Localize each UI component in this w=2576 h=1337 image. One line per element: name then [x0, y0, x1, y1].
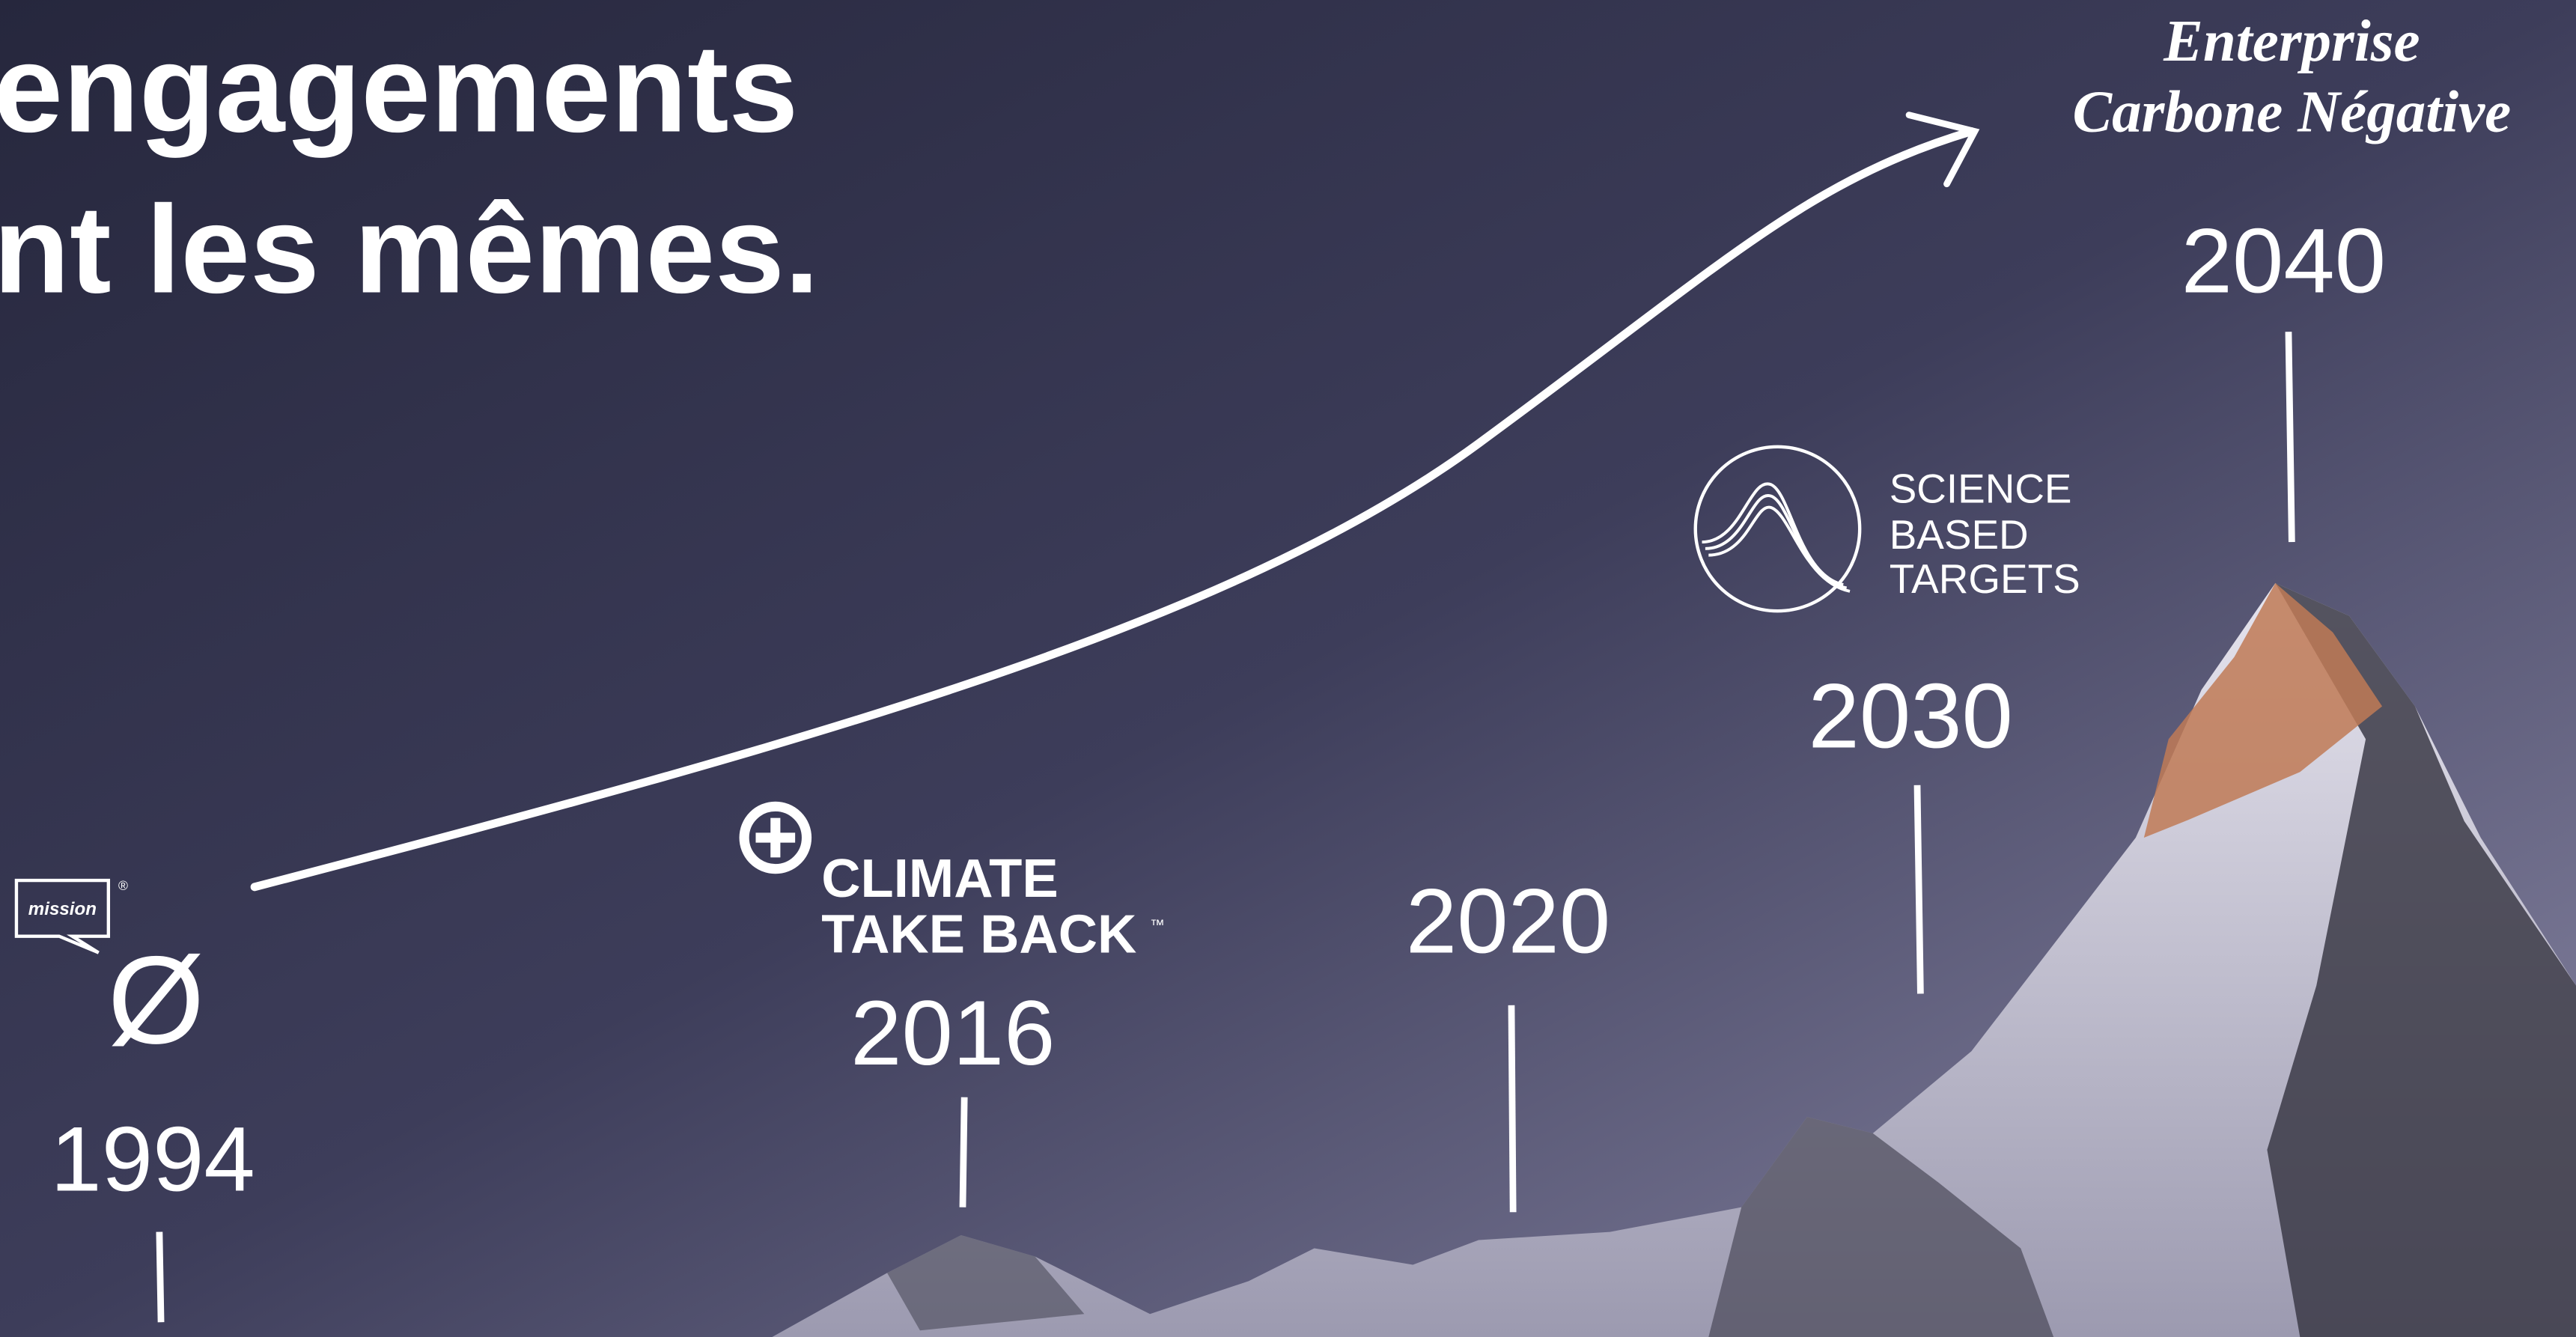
goal-text: Enterprise	[2163, 9, 2420, 74]
year-label: 2040	[2181, 210, 2386, 313]
year-label: 2020	[1406, 871, 1610, 973]
marker-line	[1917, 785, 1920, 994]
logo-text: TARGETS	[1890, 555, 2080, 602]
logo-mark: ™	[1150, 917, 1165, 934]
marker-line	[159, 1232, 161, 1323]
year-label: 2016	[850, 982, 1055, 1085]
goal-text: Carbone Négative	[2072, 80, 2511, 145]
logo-mark: ®	[118, 878, 128, 893]
logo-text: SCIENCE	[1890, 465, 2072, 511]
logo-text: BASED	[1890, 511, 2029, 558]
logo-text: mission	[28, 899, 97, 919]
logo-symbol: Ø	[108, 931, 205, 1070]
slide: engagements nt les mêmes. mission ® Ø 19…	[0, 0, 2576, 1337]
title-line: nt les mêmes.	[0, 180, 819, 320]
year-label: 2030	[1809, 665, 2013, 767]
marker-line	[1511, 1005, 1513, 1212]
marker-line	[963, 1097, 964, 1207]
year-label: 1994	[50, 1109, 255, 1211]
page: {"title": {"lines": ["engagements", "nt …	[0, 0, 2576, 1337]
logo-text: TAKE BACK	[821, 904, 1136, 965]
marker-line	[2289, 332, 2292, 542]
title-line: engagements	[0, 19, 798, 159]
logo-text: CLIMATE	[821, 848, 1058, 909]
